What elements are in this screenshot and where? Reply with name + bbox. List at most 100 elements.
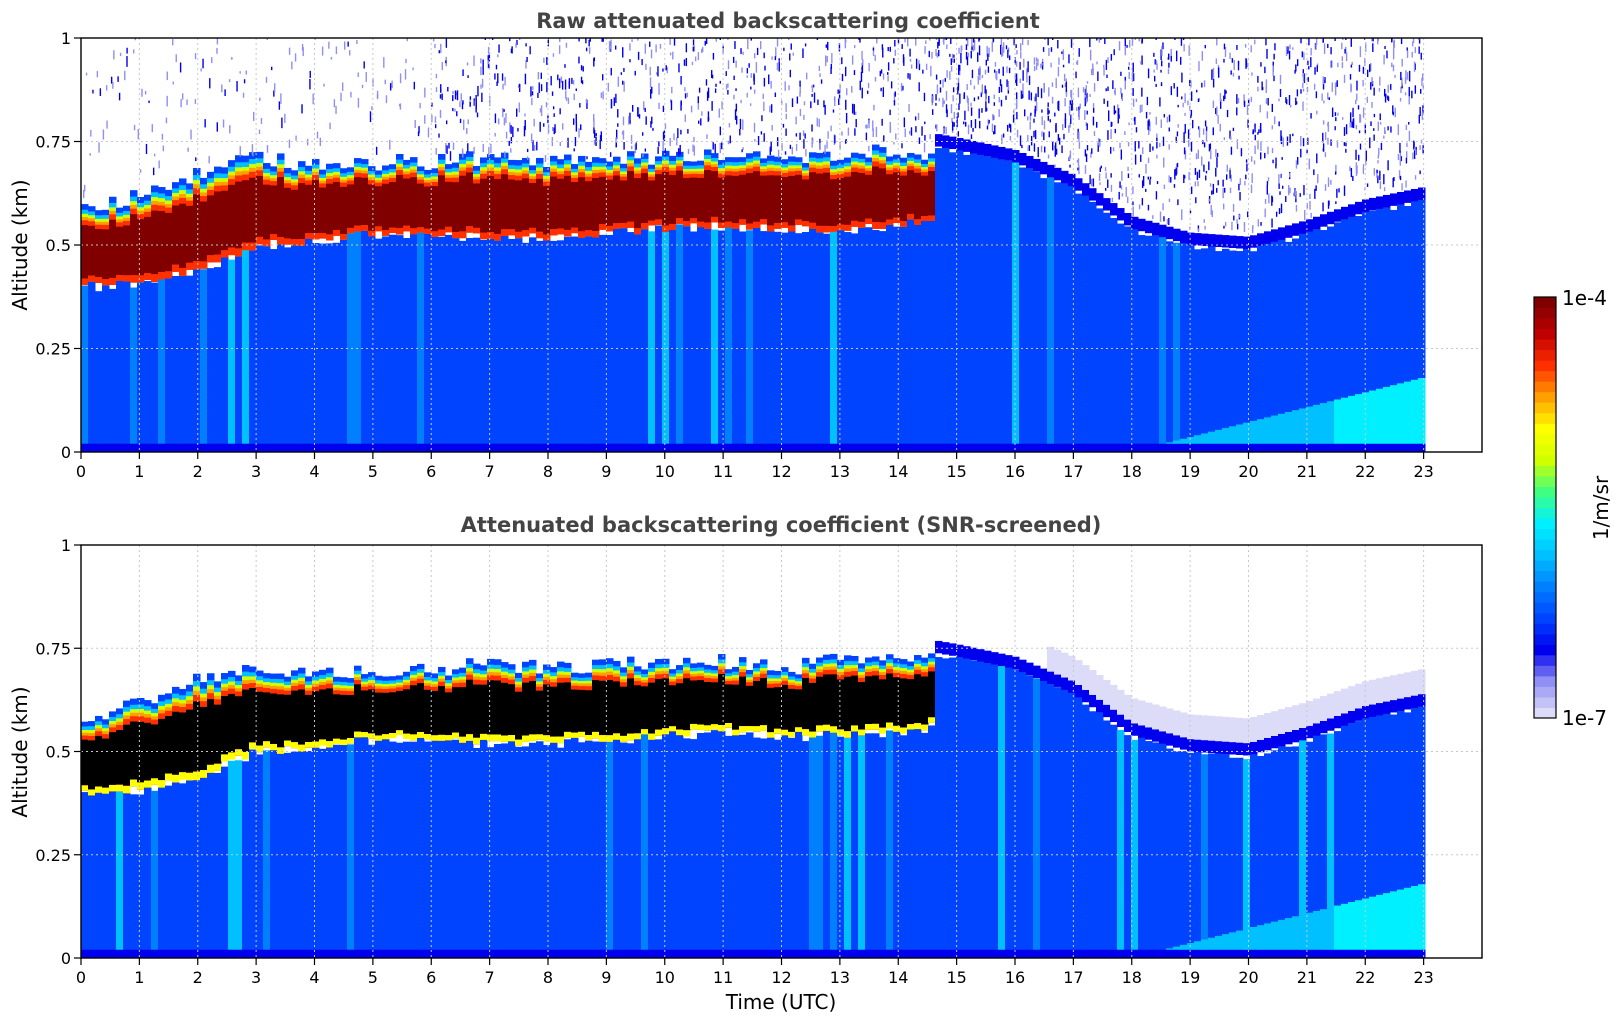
heatmap-column <box>739 48 747 452</box>
x-tick-label: 7 <box>485 968 495 987</box>
heatmap-column <box>382 676 390 958</box>
y-tick-label: 1 <box>61 536 71 555</box>
x-tick-label: 18 <box>1122 968 1142 987</box>
heatmap-column <box>151 124 159 452</box>
heatmap-column <box>298 43 306 452</box>
colorbar-band <box>1534 297 1556 309</box>
colorbar-band <box>1534 349 1556 361</box>
heatmap-column <box>305 676 313 958</box>
heatmap-column <box>634 38 642 452</box>
heatmap-column <box>907 38 915 452</box>
x-tick-label: 2 <box>193 462 203 481</box>
heatmap-column <box>242 665 250 958</box>
plot-area-raw <box>80 37 1483 453</box>
x-tick-label: 13 <box>830 968 850 987</box>
heatmap-column <box>1173 710 1181 958</box>
heatmap-column <box>200 682 208 958</box>
heatmap-column <box>683 657 691 958</box>
heatmap-column <box>480 665 488 958</box>
heatmap-column <box>1271 43 1279 452</box>
heatmap-column <box>1033 57 1041 452</box>
x-tick-label: 9 <box>601 462 611 481</box>
heatmap-column <box>949 38 957 453</box>
heatmap-column <box>291 670 299 958</box>
heatmap-column <box>249 666 257 958</box>
heatmap-column <box>403 671 411 958</box>
heatmap-column <box>900 38 908 452</box>
heatmap-column <box>802 43 810 452</box>
panel-screened: Attenuated backscattering coefficient (S… <box>8 513 1483 1014</box>
heatmap-column <box>403 38 411 452</box>
colorbar-band <box>1534 528 1556 540</box>
heatmap-column <box>571 77 579 452</box>
heatmap-column <box>130 38 138 452</box>
heatmap-column <box>599 38 607 452</box>
colorbar-band <box>1534 707 1556 719</box>
colorbar-band <box>1534 496 1556 508</box>
heatmap-column <box>781 47 789 452</box>
heatmap-column <box>1264 713 1272 958</box>
x-tick-label: 1 <box>134 968 144 987</box>
x-tick-label: 20 <box>1238 968 1258 987</box>
heatmap-column <box>774 38 782 452</box>
y-tick-label: 0.75 <box>35 133 71 152</box>
heatmap-column <box>424 87 432 452</box>
heatmap-column <box>375 90 383 452</box>
heatmap-column <box>942 38 950 452</box>
heatmap-column <box>1355 46 1363 452</box>
heatmap-column <box>88 89 96 452</box>
heatmap-column <box>536 673 544 958</box>
heatmap-column <box>354 665 362 958</box>
x-tick-label: 20 <box>1238 462 1258 481</box>
colorbar-band <box>1534 402 1556 414</box>
heatmap-column <box>1012 656 1020 958</box>
heatmap-column <box>1257 715 1265 958</box>
heatmap-column <box>277 673 285 958</box>
heatmap-column <box>662 658 670 958</box>
x-axis-raw: 0 1 2 3 4 5 6 7 8 9 10 11 12 13 14 15 16 17 18 19 20 21 22 23 <box>76 452 1434 481</box>
x-tick-label: 0 <box>76 462 86 481</box>
colorbar-band <box>1534 360 1556 372</box>
heatmap-column <box>1222 43 1230 452</box>
heatmap-column <box>718 654 726 958</box>
heatmap-column <box>473 663 481 958</box>
heatmap-column <box>459 69 467 452</box>
heatmap-column <box>130 698 138 958</box>
heatmap-column <box>1047 38 1055 453</box>
colorbar-band <box>1534 507 1556 519</box>
heatmap-column <box>410 665 418 958</box>
heatmap-column <box>515 38 523 452</box>
y-axis-raw: 0 0.25 0.5 0.75 1 <box>35 29 81 462</box>
heatmap-column <box>431 38 439 452</box>
heatmap-column <box>1320 696 1328 958</box>
heatmap-column <box>172 39 180 452</box>
heatmap-column <box>1397 673 1405 958</box>
heatmap-column <box>1404 672 1412 958</box>
x-tick-label: 9 <box>601 968 611 987</box>
heatmap-column <box>396 73 404 452</box>
heatmap-column <box>844 655 852 958</box>
heatmap-column <box>263 673 271 958</box>
heatmap-column <box>1299 38 1307 452</box>
heatmap-column <box>1404 47 1412 452</box>
plot-area-screened <box>80 544 1483 959</box>
heatmap-column <box>837 659 845 958</box>
heatmap-column <box>1383 676 1391 958</box>
heatmap-column <box>543 664 551 958</box>
heatmap-column <box>144 700 152 958</box>
heatmap-column <box>529 46 537 452</box>
heatmap-column <box>1215 716 1223 958</box>
colorbar-band <box>1534 570 1556 582</box>
heatmap-column <box>487 658 495 958</box>
colorbar-band <box>1534 644 1556 656</box>
heatmap-column <box>984 650 992 958</box>
colorbar-band <box>1534 581 1556 593</box>
heatmap-column <box>95 71 103 452</box>
x-tick-label: 1 <box>134 462 144 481</box>
heatmap-column <box>1159 706 1167 958</box>
x-tick-label: 18 <box>1122 462 1142 481</box>
heatmap-column <box>1334 38 1342 452</box>
heatmap-column <box>1201 44 1209 452</box>
heatmap-column <box>697 662 705 958</box>
heatmap-column <box>333 676 341 958</box>
